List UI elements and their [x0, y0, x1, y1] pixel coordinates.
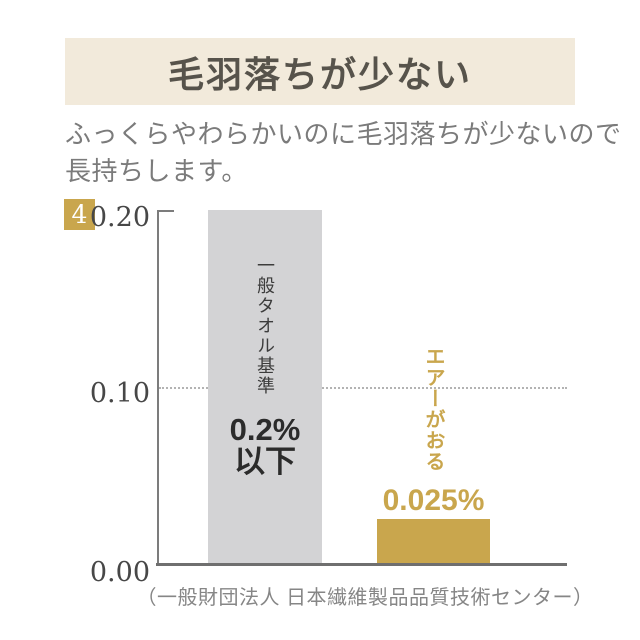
page-title: 毛羽落ちが少ない: [167, 53, 472, 95]
bar-standard-towel-label: 一般タオル基準: [255, 256, 275, 396]
bar-air-value: 0.025%: [382, 484, 485, 517]
bar-standard-towel: 一般タオル基準 0.2% 以下: [208, 210, 322, 563]
step-number: 4: [71, 200, 88, 229]
bar-standard-towel-value-line-2: 以下: [234, 444, 296, 479]
x-axis-line: [156, 563, 567, 566]
chart-source-caption: （一般財団法人 日本繊維製品品質技術センター）: [136, 587, 594, 609]
bar-air: [377, 519, 490, 563]
subtitle: ふっくらやわらかいのに毛羽落ちが少ないので 長持ちします。: [65, 116, 622, 190]
y-tick-label-000: 0.00: [89, 557, 150, 588]
bar-air-label-wrap: エアーがおる: [377, 346, 490, 472]
y-axis-line: [157, 210, 159, 566]
reference-dotted-line: [159, 387, 567, 389]
y-tick-label-020: 0.20: [89, 202, 150, 233]
bar-standard-towel-value: 0.2% 以下: [208, 414, 322, 478]
bar-standard-towel-value-line-1: 0.2%: [229, 412, 301, 447]
step-number-badge: 4: [64, 199, 95, 230]
subtitle-line-2: 長持ちします。: [65, 156, 248, 186]
title-banner: 毛羽落ちが少ない: [65, 38, 575, 105]
subtitle-line-1: ふっくらやわらかいのに毛羽落ちが少ないので: [65, 119, 622, 149]
y-axis-top-tick: [157, 210, 174, 212]
y-tick-label-010: 0.10: [89, 378, 150, 409]
bar-air-brand-label: エアーがおる: [422, 346, 444, 472]
